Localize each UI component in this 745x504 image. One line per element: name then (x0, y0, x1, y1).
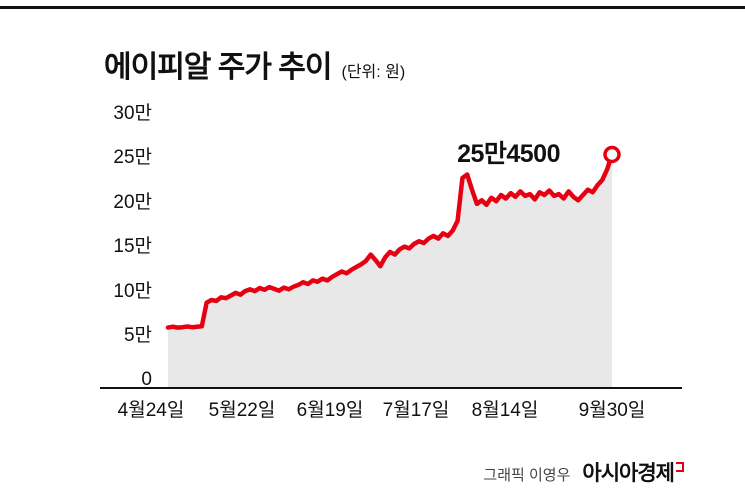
x-tick-label: 9월30일 (578, 400, 646, 421)
credit-row: 그래픽 이영우 아시아경제 (483, 457, 684, 487)
y-tick-label: 25만 (113, 147, 152, 168)
unit-label: (단위: 원) (341, 64, 406, 81)
x-axis-line (100, 387, 682, 389)
y-tick-label: 10만 (113, 281, 152, 302)
publisher-logo: 아시아경제 (582, 457, 684, 487)
publisher-logo-text: 아시아경제 (582, 462, 675, 485)
price-line (165, 152, 615, 330)
y-tick-label: 30만 (113, 103, 152, 124)
y-tick-label: 20만 (113, 192, 152, 213)
y-tick-label: 5만 (123, 325, 152, 346)
page-title: 에이피알 주가 추이 (104, 51, 332, 84)
y-tick-label: 15만 (113, 236, 152, 257)
title-row: 에이피알 주가 추이 (단위: 원) (104, 42, 405, 86)
x-tick-label: 8월14일 (471, 400, 539, 421)
byline-text: 그래픽 이영우 (483, 467, 571, 484)
x-tick-label: 5월22일 (208, 400, 276, 421)
last-point-marker (603, 145, 621, 164)
top-divider (0, 6, 745, 9)
x-tick-label: 7월17일 (382, 400, 450, 421)
last-price-callout: 25만4500 (457, 140, 560, 168)
chart-area-fill (168, 154, 612, 388)
x-tick-label: 6월19일 (296, 400, 364, 421)
publisher-logo-mark-icon (676, 462, 684, 472)
x-tick-label: 4월24일 (117, 400, 185, 421)
y-tick-label: 0 (141, 369, 152, 390)
